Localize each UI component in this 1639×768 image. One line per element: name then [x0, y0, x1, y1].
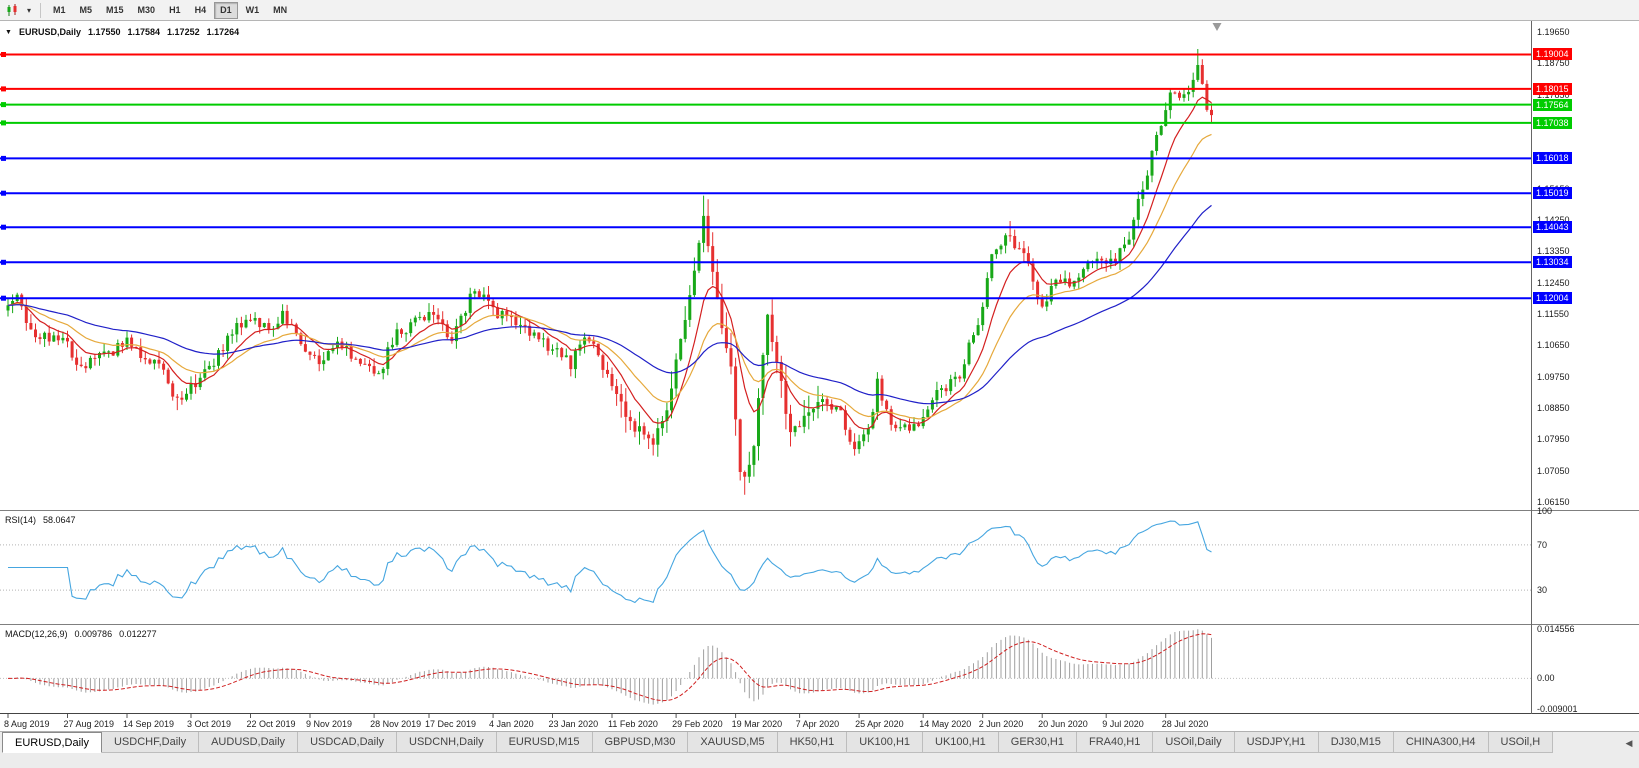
- chart-tab-dj30-m15[interactable]: DJ30,M15: [1318, 732, 1394, 753]
- time-axis: [0, 714, 1639, 731]
- candlestick-glyph: [7, 3, 17, 16]
- chart-tab-bar: EURUSD,Daily USDCHF,Daily AUDUSD,Daily USDC…: [0, 731, 1639, 768]
- chart-tab-usdcad-daily[interactable]: USDCAD,Daily: [298, 732, 398, 753]
- chart-tab-usoil-h[interactable]: USOil,H: [1488, 732, 1554, 753]
- price-axis-border: [1531, 21, 1532, 714]
- chart-shift-marker-icon: [1212, 23, 1222, 31]
- tab-scroll-left-button[interactable]: ◀: [1625, 737, 1633, 748]
- chart-tab-usdchf-daily[interactable]: USDCHF,Daily: [101, 732, 200, 753]
- ohlc-open: 1.17550: [87, 27, 121, 37]
- timeframe-button-d1[interactable]: D1: [214, 1, 238, 19]
- timeframe-button-m1[interactable]: M1: [53, 5, 66, 15]
- panel-separator[interactable]: [0, 624, 1639, 625]
- macd-name: MACD(12,26,9): [5, 629, 68, 639]
- chart-tab-hk50-h1[interactable]: HK50,H1: [777, 732, 848, 753]
- rsi-indicator-label: RSI(14) 58.0647: [5, 515, 76, 525]
- chart-tab-china300-h4[interactable]: CHINA300,H4: [1393, 732, 1489, 753]
- ohlc-close: 1.17264: [206, 27, 240, 37]
- timeframe-button-h1[interactable]: H1: [169, 5, 181, 15]
- chart-tab-ger30-h1[interactable]: GER30,H1: [998, 732, 1077, 753]
- rsi-panel: [0, 511, 1639, 624]
- ohlc-high: 1.17584: [127, 27, 161, 37]
- rsi-line: [8, 520, 1212, 604]
- chart-title: ▼ EURUSD,Daily 1.17550 1.17584 1.17252 1…: [5, 27, 239, 37]
- main-chart-panel: [0, 21, 1639, 510]
- macd-value-signal: 0.012277: [119, 629, 157, 639]
- rsi-name: RSI(14): [5, 515, 37, 525]
- moving-average-20: [7, 133, 1212, 420]
- chart-tabs: EURUSD,Daily USDCHF,Daily AUDUSD,Daily USDC…: [0, 732, 1639, 754]
- chart-type-dropdown-caret-icon[interactable]: ▾: [26, 5, 31, 15]
- timeframe-button-h4[interactable]: H4: [194, 5, 207, 15]
- macd-value-main: 0.009786: [74, 629, 113, 639]
- panel-separator[interactable]: [0, 510, 1639, 511]
- toolbar-separator: [40, 2, 41, 18]
- moving-average-9: [7, 96, 1212, 430]
- chart-tab-usoil-daily[interactable]: USOil,Daily: [1153, 732, 1235, 753]
- candles: [6, 49, 1213, 495]
- chart-tab-fra40-h1[interactable]: FRA40,H1: [1076, 732, 1154, 753]
- chart-type-icon[interactable]: [4, 2, 22, 18]
- macd-histogram: [12, 629, 1212, 705]
- chart-collapse-icon[interactable]: ▼: [5, 28, 12, 36]
- chart-symbol-period: EURUSD,Daily: [18, 27, 81, 37]
- chart-tab-usdjpy-h1[interactable]: USDJPY,H1: [1234, 732, 1319, 753]
- panel-separator: [0, 713, 1639, 714]
- timeframe-button-m15[interactable]: M15: [106, 5, 124, 15]
- chart-tab-audusd-daily[interactable]: AUDUSD,Daily: [199, 732, 299, 753]
- timeframe-buttons: M1 M5 M15 M30 H1 H4 D1 W1 MN: [47, 1, 293, 19]
- timeframe-button-w1[interactable]: W1: [245, 5, 260, 15]
- chart-tab-uk100-h1[interactable]: UK100,H1: [847, 732, 924, 753]
- timeframe-button-mn[interactable]: MN: [273, 5, 288, 15]
- chart-tab-eurusd-daily[interactable]: EURUSD,Daily: [2, 732, 102, 753]
- chart-tab-usdcnh-daily[interactable]: USDCNH,Daily: [397, 732, 497, 753]
- ohlc-low: 1.17252: [167, 27, 200, 37]
- chart-tab-eurusd-m15[interactable]: EURUSD,M15: [496, 732, 593, 753]
- macd-signal-line: [8, 633, 1212, 702]
- macd-indicator-label: MACD(12,26,9) 0.009786 0.012277: [5, 629, 157, 639]
- timeframe-button-m5[interactable]: M5: [79, 5, 93, 15]
- timeframe-button-m30[interactable]: M30: [137, 5, 156, 15]
- rsi-value: 58.0647: [43, 515, 76, 525]
- chart-tab-gbpusd-m30[interactable]: GBPUSD,M30: [592, 732, 689, 753]
- moving-average-50: [7, 204, 1212, 405]
- chart-tab-xauusd-m5[interactable]: XAUUSD,M5: [688, 732, 778, 753]
- timeframe-toolbar: ▾ M1 M5 M15 M30 H1 H4 D1 W1 MN: [0, 0, 1639, 21]
- chart-tab-uk100-h1[interactable]: UK100,H1: [923, 732, 999, 753]
